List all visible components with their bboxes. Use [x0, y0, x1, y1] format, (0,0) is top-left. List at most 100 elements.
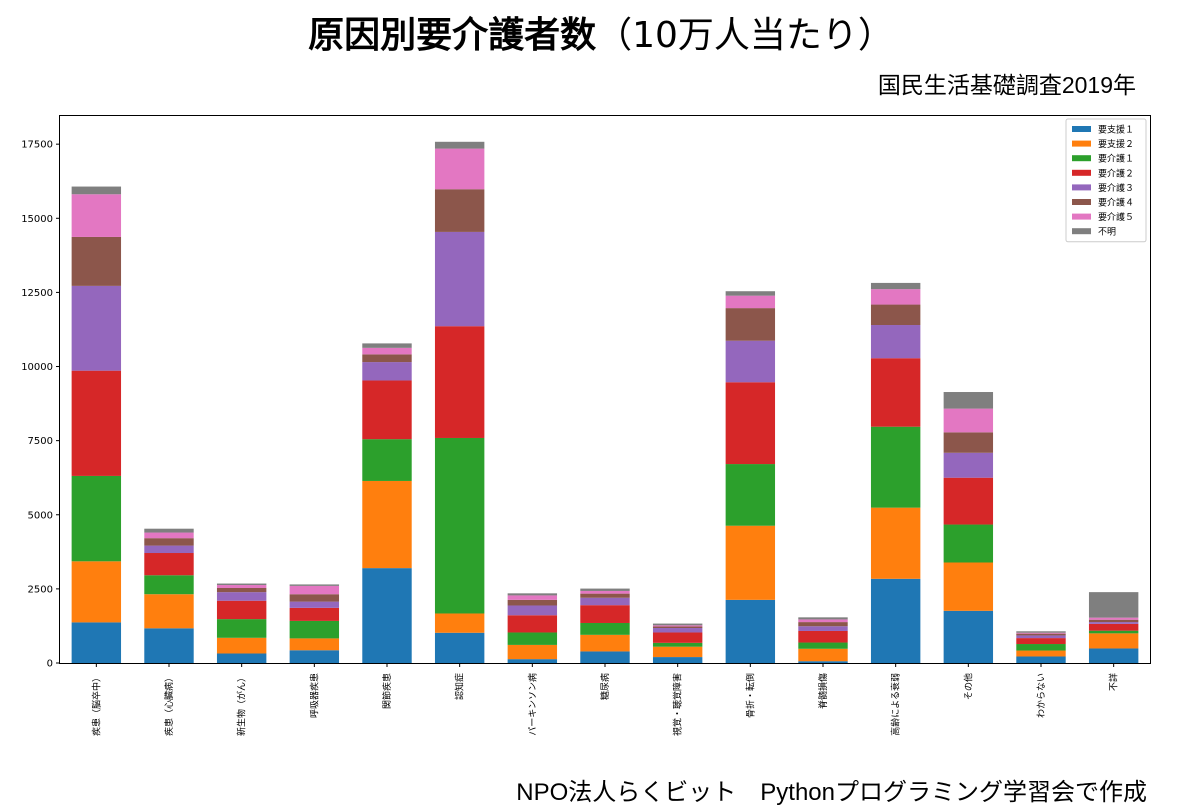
- bar-segment: [216, 619, 267, 638]
- bar-segment: [870, 578, 921, 663]
- bar-segment: [71, 622, 122, 663]
- bar-segment: [870, 289, 921, 305]
- bar-segment: [289, 620, 340, 639]
- bar-segment: [216, 637, 267, 654]
- bar-segment: [507, 644, 558, 660]
- legend-swatch: [1072, 228, 1091, 235]
- bar-segment: [289, 594, 340, 602]
- legend-label: 要介護１: [1098, 153, 1134, 165]
- bar-segment: [289, 650, 340, 663]
- bar-segment: [1016, 631, 1066, 633]
- bar-segment: [1088, 622, 1139, 624]
- y-tick-label: 0: [47, 659, 53, 670]
- bar-segment: [507, 605, 558, 616]
- bar-segment: [580, 590, 630, 594]
- bar-segment: [870, 426, 921, 508]
- bar-segment: [289, 584, 340, 586]
- y-tick-label: 15000: [21, 214, 53, 225]
- bar-segment: [652, 642, 703, 647]
- bar-segment: [725, 291, 776, 296]
- bar-segment: [362, 568, 412, 663]
- bar-segment: [362, 439, 412, 481]
- bar-segment: [943, 408, 994, 433]
- bar-segment: [434, 189, 485, 232]
- bar-segment: [943, 432, 994, 453]
- bar-segment: [652, 623, 703, 626]
- x-tick-label: その他: [962, 673, 974, 700]
- bar-segment: [943, 610, 994, 663]
- legend-swatch: [1072, 155, 1091, 162]
- x-tick-label: 高齢による衰弱: [890, 673, 902, 736]
- x-tick-label: パーキンソン病: [526, 673, 538, 736]
- x-tick-label: わからない: [1036, 673, 1047, 718]
- bar-segment: [652, 646, 703, 658]
- bar-segment: [725, 464, 776, 526]
- bar-segment: [1016, 632, 1066, 634]
- bar-segment: [507, 632, 558, 645]
- legend-swatch: [1072, 126, 1091, 132]
- bar-segment: [434, 141, 485, 149]
- legend-label: 要支援１: [1098, 124, 1134, 136]
- x-tick-label: 糖尿病: [599, 673, 611, 700]
- bar-segment: [1088, 648, 1139, 663]
- bar-segment: [216, 583, 267, 586]
- x-tick-label: 新生物（がん）: [236, 673, 248, 736]
- bar-segment: [144, 594, 194, 629]
- legend-label: 不明: [1098, 227, 1116, 238]
- bar-segment: [580, 593, 630, 598]
- x-tick-label: 疾患（心臓病）: [163, 673, 175, 736]
- legend-label: 要介護４: [1098, 197, 1134, 209]
- bar-segment: [1016, 638, 1066, 645]
- bar-segment: [943, 477, 994, 525]
- bar-segment: [144, 553, 194, 576]
- bar-segment: [580, 651, 630, 663]
- x-tick-label: 骨折・転倒: [744, 673, 756, 718]
- bar-segment: [507, 599, 558, 606]
- legend-swatch: [1072, 213, 1091, 220]
- legend-swatch: [1072, 199, 1091, 205]
- bar-segment: [144, 538, 194, 546]
- bar-segment: [798, 626, 848, 631]
- bar-segment: [725, 340, 776, 383]
- bar-segment: [1016, 656, 1066, 663]
- title-main: 原因別要介護者数: [308, 15, 597, 56]
- bar-segment: [434, 231, 485, 327]
- bar-segment: [943, 392, 994, 409]
- x-tick-label: 認知症: [454, 673, 466, 700]
- legend-swatch: [1072, 184, 1091, 191]
- bar-segment: [1016, 644, 1066, 651]
- legend-label: 要支援２: [1098, 138, 1134, 150]
- x-tick-label: 視覚・聴覚障害: [672, 673, 684, 736]
- bar-segment: [71, 194, 122, 237]
- chart-title: 原因別要介護者数（10万人当たり）: [0, 6, 1202, 58]
- bar-segment: [1088, 592, 1139, 618]
- bar-segment: [434, 613, 485, 633]
- bar-segment: [798, 661, 848, 663]
- bar-segment: [144, 532, 194, 539]
- y-tick-label: 17500: [21, 140, 53, 151]
- bar-segment: [580, 634, 630, 652]
- bar-segment: [652, 625, 703, 627]
- bar-segment: [1088, 633, 1139, 649]
- bar-segment: [943, 452, 994, 478]
- bar-segment: [71, 236, 122, 286]
- bar-segment: [870, 507, 921, 579]
- legend-swatch: [1072, 140, 1091, 147]
- y-tick-label: 12500: [21, 288, 53, 299]
- bar-segment: [943, 524, 994, 563]
- x-tick-label: 関節疾患: [381, 673, 393, 709]
- bar-segment: [1016, 633, 1066, 636]
- bar-segment: [725, 308, 776, 341]
- bar-segment: [144, 528, 194, 533]
- bar-segment: [434, 632, 485, 663]
- legend-box: [1065, 118, 1147, 243]
- legend-label: 要介護３: [1098, 182, 1134, 194]
- bar-segment: [1016, 650, 1066, 657]
- bar-segment: [580, 597, 630, 606]
- bar-segment: [216, 653, 267, 663]
- bar-segment: [580, 622, 630, 635]
- bar-segment: [434, 148, 485, 190]
- legend-label: 要介護５: [1098, 211, 1134, 223]
- x-tick-label: 疾患（脳卒中）: [90, 673, 102, 736]
